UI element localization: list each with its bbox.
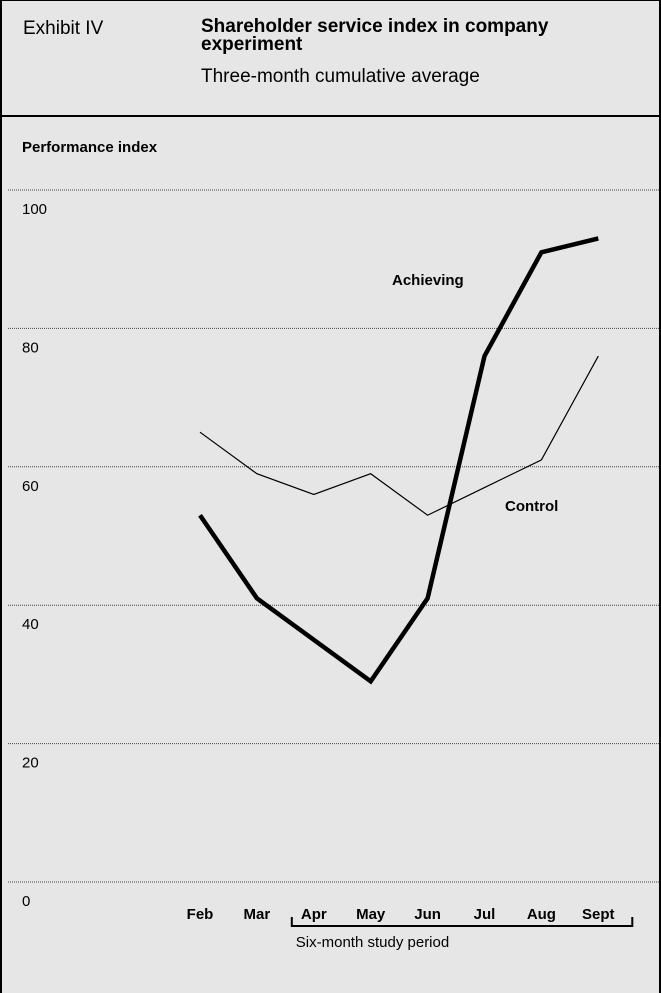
y-tick-0: 0	[22, 893, 30, 910]
x-tick-aug: Aug	[527, 906, 556, 923]
series-label-achieving: Achieving	[392, 272, 464, 289]
y-tick-20: 20	[22, 755, 39, 772]
exhibit-number: Exhibit IV	[23, 18, 104, 39]
y-tick-labels: 0 20 40 60 80 100	[22, 201, 47, 910]
study-period-bracket	[290, 917, 634, 927]
study-period-annotation: Six-month study period	[290, 917, 634, 951]
series-label-control: Control	[505, 498, 558, 515]
y-tick-80: 80	[22, 339, 39, 356]
study-period-label: Six-month study period	[296, 934, 449, 951]
exhibit-header: Exhibit IV Shareholder service index in …	[0, 0, 661, 117]
series-line-control	[199, 355, 599, 516]
y-tick-100: 100	[22, 201, 47, 218]
x-tick-apr: Apr	[301, 906, 327, 923]
gridlines	[8, 189, 659, 883]
x-tick-may: May	[356, 906, 386, 923]
x-tick-labels: Feb Mar Apr May Jun Jul Aug Sept	[187, 906, 615, 923]
y-tick-60: 60	[22, 478, 39, 495]
x-tick-feb: Feb	[187, 906, 214, 923]
series-line-achieving	[198, 236, 599, 685]
chart-title: Shareholder service index in company exp…	[201, 16, 549, 55]
x-tick-sept: Sept	[582, 906, 615, 923]
x-tick-jun: Jun	[414, 906, 441, 923]
series-lines	[198, 236, 599, 685]
x-tick-jul: Jul	[474, 906, 496, 923]
y-tick-40: 40	[22, 616, 39, 633]
x-tick-mar: Mar	[244, 906, 271, 923]
chart-subtitle: Three-month cumulative average	[201, 66, 480, 87]
series-labels: Achieving Control	[392, 272, 558, 515]
y-axis-label: Performance index	[22, 139, 158, 156]
